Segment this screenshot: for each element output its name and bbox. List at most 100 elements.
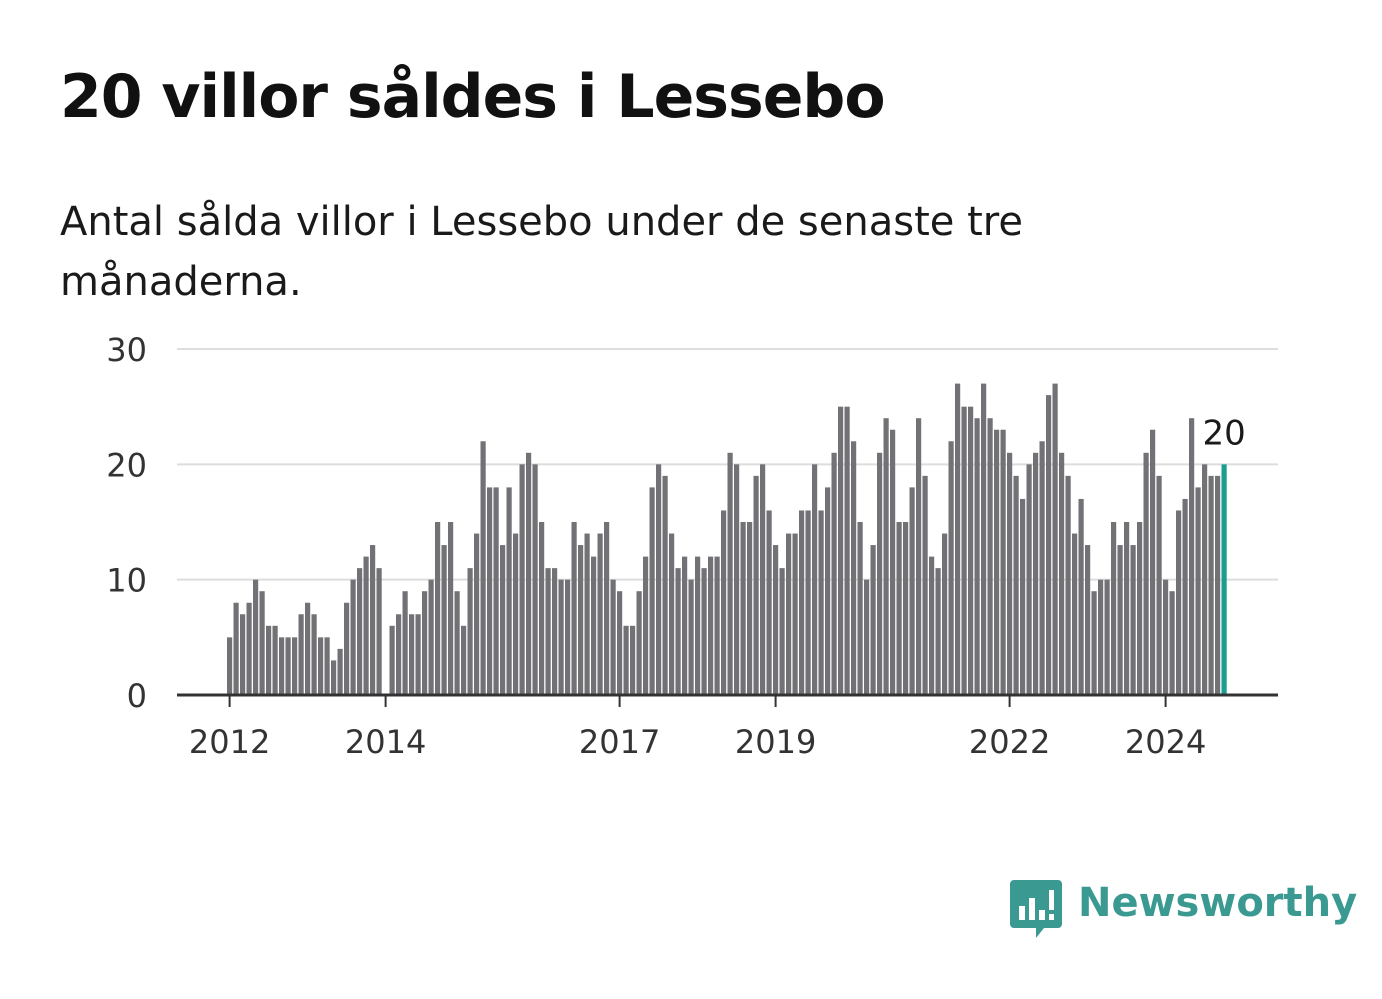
bar: [792, 533, 798, 695]
y-tick-label: 10: [106, 562, 147, 600]
bar: [331, 660, 337, 695]
bar: [1130, 545, 1136, 695]
bar: [968, 406, 974, 695]
bar: [890, 429, 896, 695]
bar: [571, 522, 577, 695]
bar: [721, 510, 727, 695]
bar: [851, 441, 857, 695]
bar: [1143, 452, 1149, 695]
bar: [526, 452, 532, 695]
bar: [1117, 545, 1123, 695]
x-tick-label: 2022: [969, 723, 1050, 761]
bar: [552, 568, 558, 695]
bar: [799, 510, 805, 695]
bar: [1046, 395, 1052, 695]
bar: [311, 614, 317, 695]
bar: [1176, 510, 1182, 695]
bar: [532, 464, 538, 695]
bar: [948, 441, 954, 695]
bar: [662, 475, 668, 695]
bar: [747, 522, 753, 695]
bar: [253, 579, 259, 695]
bar: [318, 637, 324, 695]
bar: [1033, 452, 1039, 695]
brand-name: Newsworthy: [1078, 880, 1358, 926]
bar: [753, 475, 759, 695]
x-tick-label: 2017: [579, 723, 660, 761]
bar: [428, 579, 434, 695]
bar: [734, 464, 740, 695]
bar: [1072, 533, 1078, 695]
bar: [292, 637, 298, 695]
bar: [266, 625, 272, 695]
bar: [610, 579, 616, 695]
bar: [233, 602, 239, 695]
bar: [1215, 475, 1221, 695]
bar: [565, 579, 571, 695]
bar: [363, 556, 369, 695]
bar: [1163, 579, 1169, 695]
bar: [1195, 487, 1201, 695]
bar: [987, 418, 993, 695]
bar: [1189, 418, 1195, 695]
bar: [389, 625, 395, 695]
bar: [357, 568, 363, 695]
bar-highlight: [1221, 464, 1227, 695]
bar: [1182, 498, 1188, 695]
bar: [396, 614, 402, 695]
bar: [1098, 579, 1104, 695]
bar: [701, 568, 707, 695]
bar: [935, 568, 941, 695]
bar: [883, 418, 889, 695]
x-axis: [177, 693, 1278, 707]
bar: [441, 545, 447, 695]
bar: [435, 522, 441, 695]
bar: [285, 637, 291, 695]
bar: [448, 522, 454, 695]
bar: [779, 568, 785, 695]
bar: [1052, 383, 1058, 695]
bar: [1137, 522, 1143, 695]
bar: [961, 406, 967, 695]
bar: [324, 637, 330, 695]
bar: [1111, 522, 1117, 695]
newsworthy-logo-icon: [1010, 880, 1062, 938]
bar: [1078, 498, 1084, 695]
bar: [1208, 475, 1214, 695]
bar: [760, 464, 766, 695]
bar: [669, 533, 675, 695]
bar: [922, 475, 928, 695]
bar: [825, 487, 831, 695]
bar: [584, 533, 590, 695]
bar: [344, 602, 350, 695]
bar: [636, 591, 642, 695]
bar: [298, 614, 304, 695]
bar: [500, 545, 506, 695]
bar: [974, 418, 980, 695]
bar: [1104, 579, 1110, 695]
x-tick-label: 2014: [345, 723, 426, 761]
bar: [1020, 498, 1026, 695]
bar: [773, 545, 779, 695]
bar: [480, 441, 486, 695]
bar: [604, 522, 610, 695]
bar: [643, 556, 649, 695]
bar: [1013, 475, 1019, 695]
bar: [467, 568, 473, 695]
bar: [370, 545, 376, 695]
bar: [422, 591, 428, 695]
bar: [402, 591, 408, 695]
bar: [714, 556, 720, 695]
bar: [929, 556, 935, 695]
bars: [227, 383, 1227, 695]
bar: [1026, 464, 1032, 695]
bar: [981, 383, 987, 695]
bar: [896, 522, 902, 695]
bar: [727, 452, 733, 695]
bar: [409, 614, 415, 695]
bar: [1124, 522, 1130, 695]
bar: [597, 533, 603, 695]
bar: [376, 568, 382, 695]
x-tick-label: 2012: [189, 723, 270, 761]
bar: [688, 579, 694, 695]
